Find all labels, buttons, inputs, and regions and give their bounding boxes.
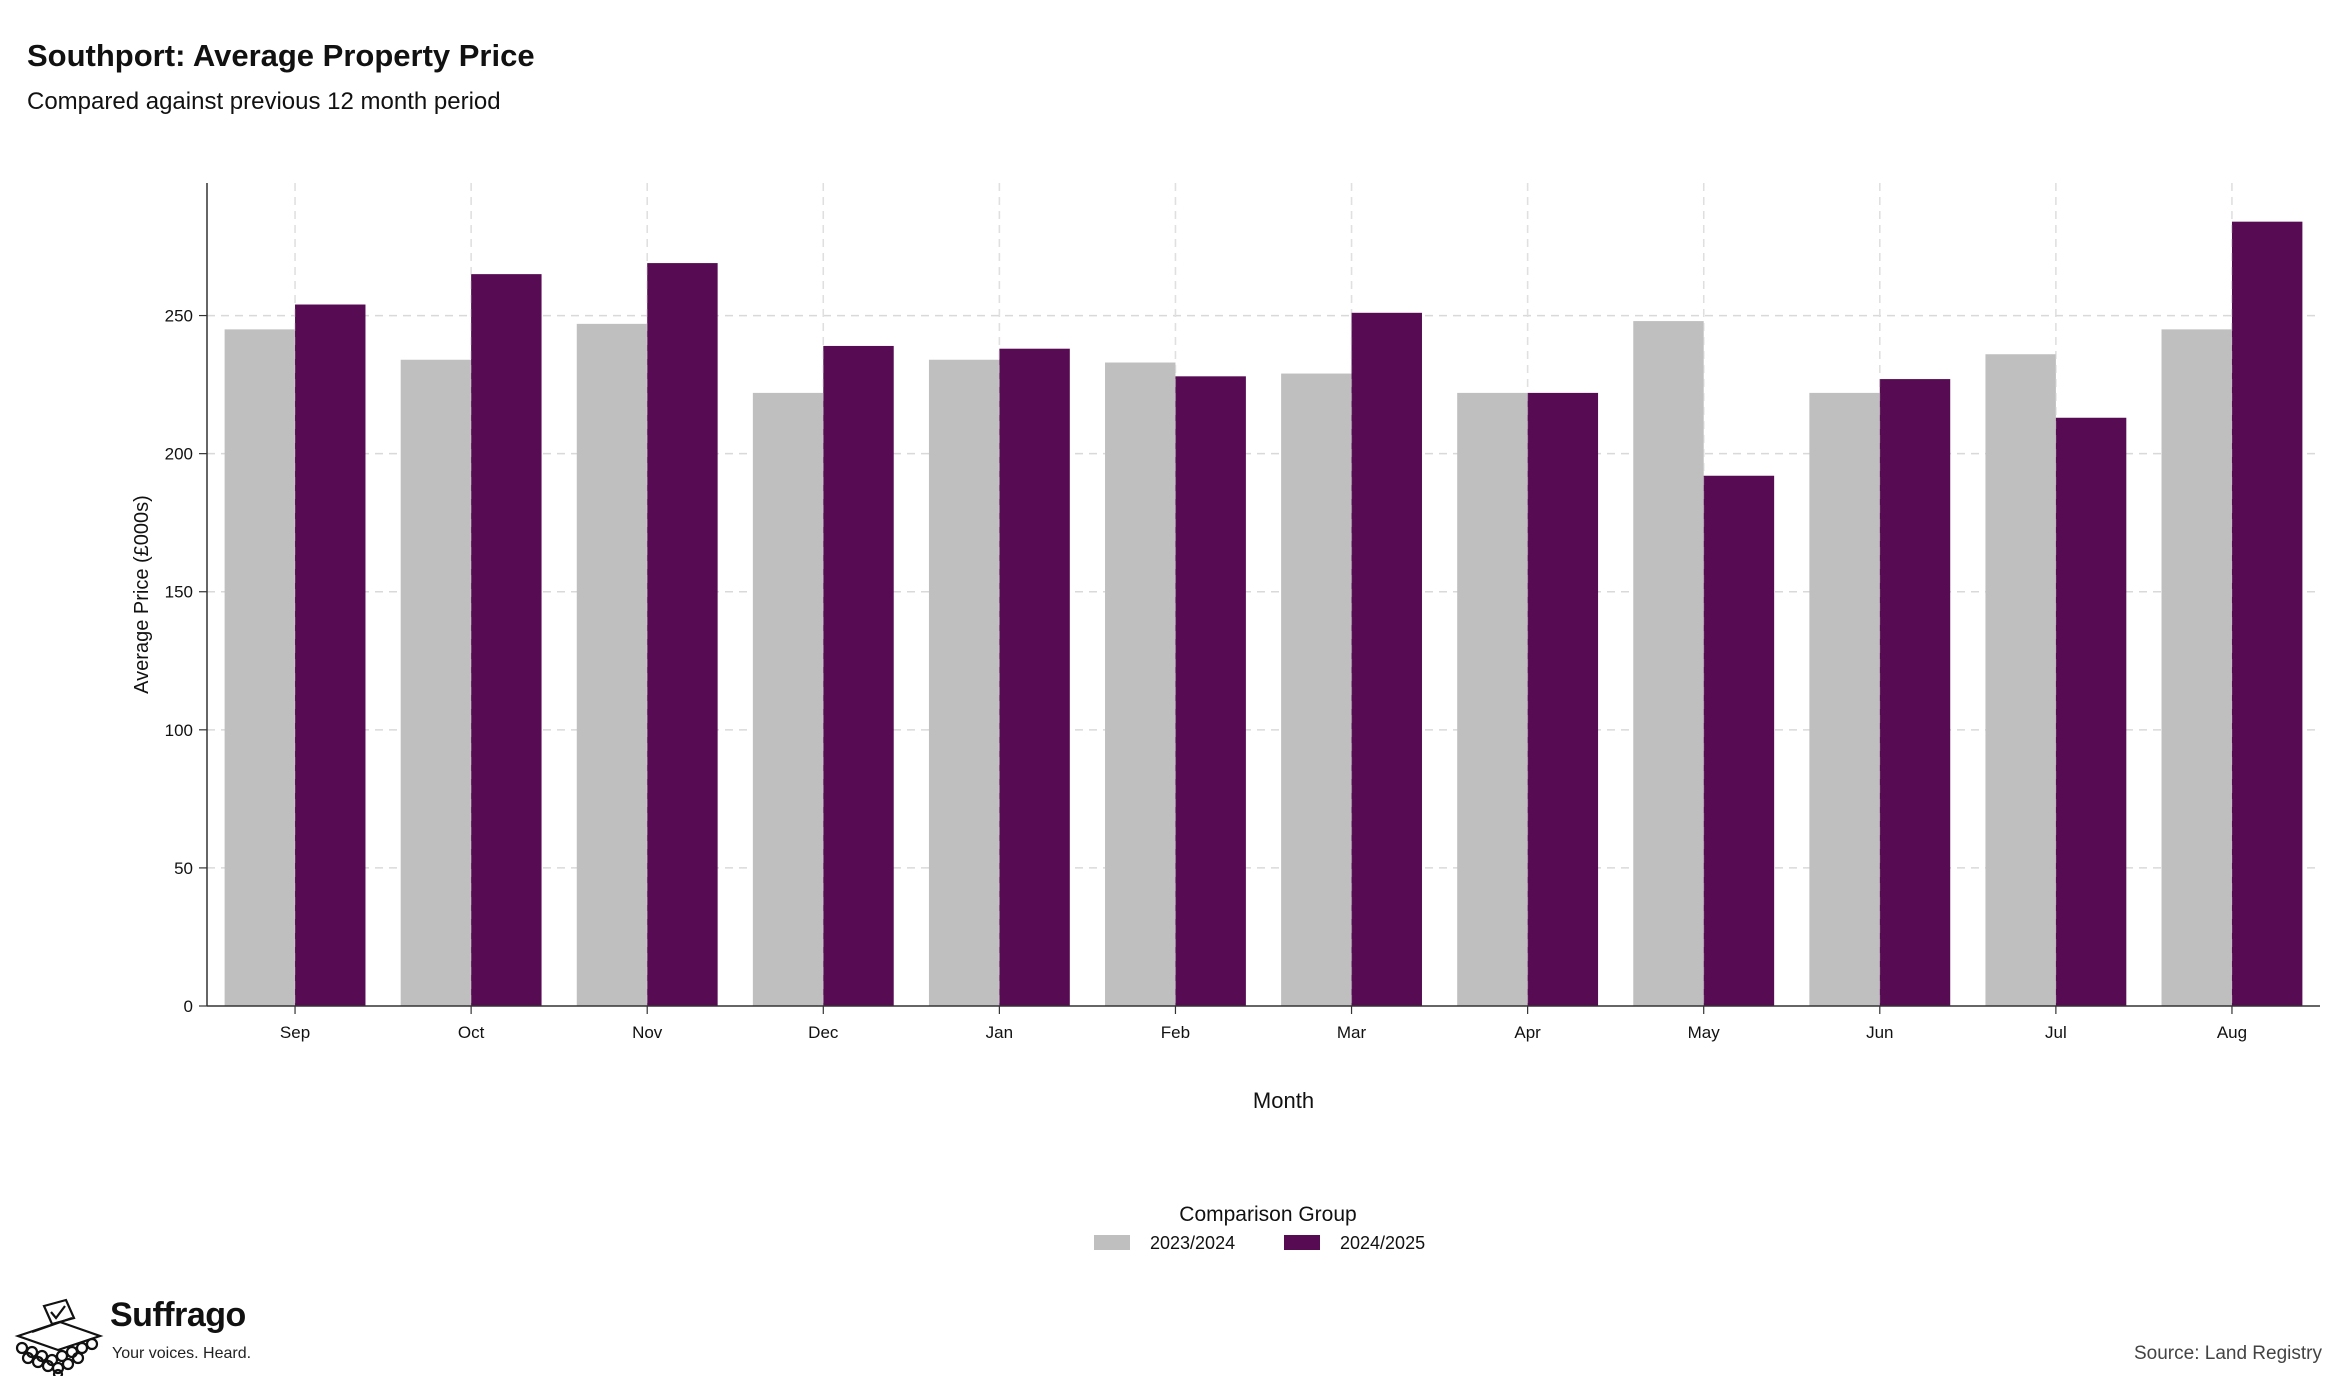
bar-2024-2025-mar [1351, 312, 1422, 1006]
legend-swatch [1284, 1235, 1320, 1250]
bar-2024-2025-jul [2055, 417, 2127, 1007]
y-tick-label: 200 [165, 445, 193, 464]
y-tick-label: 250 [165, 307, 193, 326]
bar-2023-2024-sep [224, 329, 296, 1006]
bar-2024-2025-oct [471, 274, 542, 1006]
bar-2024-2025-feb [1175, 376, 1246, 1006]
y-tick-label: 150 [165, 583, 193, 602]
ballot-box-icon [14, 1298, 104, 1376]
bar-2023-2024-feb [1105, 362, 1176, 1006]
y-tick-label: 100 [165, 721, 193, 740]
bar-2024-2025-dec [823, 345, 894, 1006]
bar-2023-2024-jun [1809, 392, 1880, 1007]
brand-tagline: Your voices. Heard. [112, 1345, 252, 1362]
bar-2023-2024-apr [1457, 392, 1528, 1007]
brand-name: Suffrago [110, 1296, 246, 1334]
bar-2024-2025-apr [1527, 392, 1599, 1007]
x-tick-label: Sep [280, 1023, 310, 1042]
x-tick-label: May [1688, 1023, 1721, 1042]
x-tick-label: Jun [1866, 1023, 1893, 1042]
legend-swatch [1094, 1235, 1130, 1250]
x-tick-label: Jul [2045, 1023, 2067, 1042]
source-note: Source: Land Registry [2134, 1343, 2322, 1364]
x-tick-label: Dec [808, 1023, 839, 1042]
chart-title: Southport: Average Property Price [27, 38, 535, 73]
x-tick-label: Oct [458, 1023, 485, 1042]
bar-2024-2025-jun [1879, 379, 1951, 1007]
x-tick-label: Feb [1161, 1023, 1190, 1042]
bar-2023-2024-may [1633, 321, 1704, 1006]
bar-2023-2024-oct [400, 359, 472, 1006]
bar-2024-2025-nov [647, 263, 718, 1007]
bar-chart: 0 50 100 150 200 250 Sep Oct Nov Dec Jan Feb Mar Apr M… [131, 183, 2320, 1253]
bar-2023-2024-aug [2161, 329, 2232, 1006]
y-tick-label: 50 [174, 859, 193, 878]
x-tick-label: Nov [632, 1023, 663, 1042]
x-axis-label: Month [1253, 1088, 1314, 1113]
y-tick-label: 0 [184, 997, 193, 1016]
bar-2023-2024-mar [1281, 373, 1352, 1006]
bar-2024-2025-sep [295, 304, 366, 1006]
x-tick-label: Mar [1337, 1023, 1367, 1042]
y-axis-label: Average Price (£000s) [131, 495, 153, 694]
bar-2023-2024-nov [576, 323, 648, 1006]
bar-2023-2024-jan [928, 359, 1000, 1006]
legend-label: 2024/2025 [1340, 1233, 1425, 1253]
x-tick-label: Apr [1514, 1023, 1541, 1042]
bar-2024-2025-may [1703, 475, 1775, 1006]
x-tick-label: Jan [986, 1023, 1013, 1042]
brand-logo: Suffrago Your voices. Heard. [14, 1296, 264, 1376]
bar-2023-2024-dec [752, 392, 824, 1007]
legend-label: 2023/2024 [1150, 1233, 1235, 1253]
bar-2024-2025-jan [999, 348, 1070, 1006]
bar-2024-2025-aug [2231, 221, 2303, 1006]
bar-2023-2024-jul [1985, 354, 2056, 1007]
chart-subtitle: Compared against previous 12 month perio… [27, 88, 501, 115]
x-tick-label: Aug [2217, 1023, 2247, 1042]
legend-title: Comparison Group [1179, 1203, 1356, 1226]
